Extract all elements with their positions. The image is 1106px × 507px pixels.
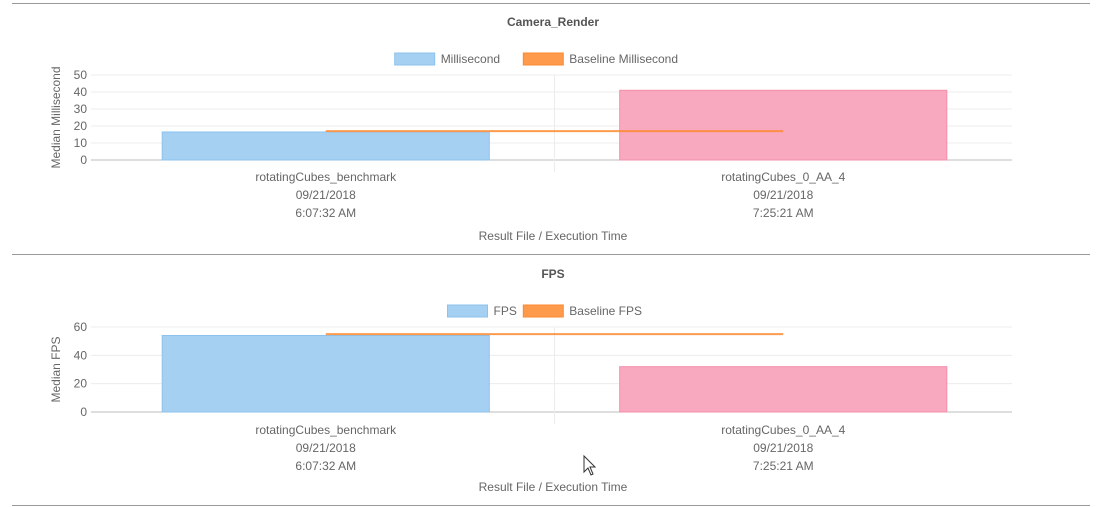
x-tick-label: rotatingCubes_benchmark (255, 423, 397, 437)
y-axis-label: Median FPS (49, 336, 63, 402)
x-axis-label: Result File / Execution Time (479, 480, 628, 494)
x-tick-label: 09/21/2018 (296, 441, 356, 455)
x-tick-label: 09/21/2018 (296, 188, 356, 202)
legend-swatch-2 (522, 304, 564, 318)
x-tick-label: rotatingCubes_benchmark (255, 170, 397, 184)
legend-label-2: Baseline Millisecond (569, 52, 678, 66)
legend-label-2: Baseline FPS (569, 304, 642, 318)
chart-title: FPS (541, 267, 564, 281)
legend-swatch-1 (447, 304, 488, 318)
x-tick-label: 7:25:21 AM (753, 459, 814, 473)
x-tick-label: 6:07:32 AM (295, 459, 356, 473)
chart-panel-fps: FPS FPS Baseline FPS 0 20 40 60 Median FPS rotat… (0, 254, 1106, 507)
chart-panel-camera-render: Camera_Render Millisecond Baseline Millise… (49, 15, 1012, 243)
y-tick-label: 30 (74, 102, 88, 116)
x-tick-label: 7:25:21 AM (753, 206, 814, 220)
legend-swatch-2 (522, 52, 564, 66)
chart-title: Camera_Render (507, 15, 599, 29)
x-tick-label: 09/21/2018 (753, 188, 813, 202)
bar-1 (161, 131, 490, 161)
y-tick-label: 40 (74, 85, 88, 99)
x-tick-label: 09/21/2018 (753, 441, 813, 455)
top-divider (12, 3, 1090, 4)
bottom-divider (12, 505, 1090, 506)
y-tick-label: 40 (74, 348, 88, 362)
y-tick-label: 20 (74, 377, 88, 391)
x-axis-label: Result File / Execution Time (479, 229, 628, 243)
y-tick-label: 0 (80, 405, 87, 419)
y-tick-label: 50 (74, 68, 88, 82)
camera-render-chart: Camera_Render Millisecond Baseline Millise… (49, 15, 1012, 243)
middle-divider (12, 254, 1090, 255)
x-tick-label: 6:07:32 AM (295, 206, 356, 220)
fps-chart: FPS FPS Baseline FPS 0 20 40 60 Median FPS rotat… (49, 267, 1012, 494)
y-tick-label: 0 (80, 153, 87, 167)
y-axis-label: Median Millisecond (49, 66, 63, 168)
mouse-pointer-icon (583, 454, 597, 476)
y-tick-label: 20 (74, 119, 88, 133)
x-tick-label: rotatingCubes_0_AA_4 (721, 423, 845, 437)
legend-label-1: FPS (494, 304, 517, 318)
bar-1 (161, 335, 490, 413)
x-tick-label: rotatingCubes_0_AA_4 (721, 170, 845, 184)
y-tick-label: 60 (74, 320, 88, 334)
legend-label-1: Millisecond (441, 52, 500, 66)
legend-swatch-1 (394, 52, 436, 66)
y-tick-label: 10 (74, 136, 88, 150)
bar-2 (619, 89, 948, 161)
bar-2 (619, 366, 948, 413)
